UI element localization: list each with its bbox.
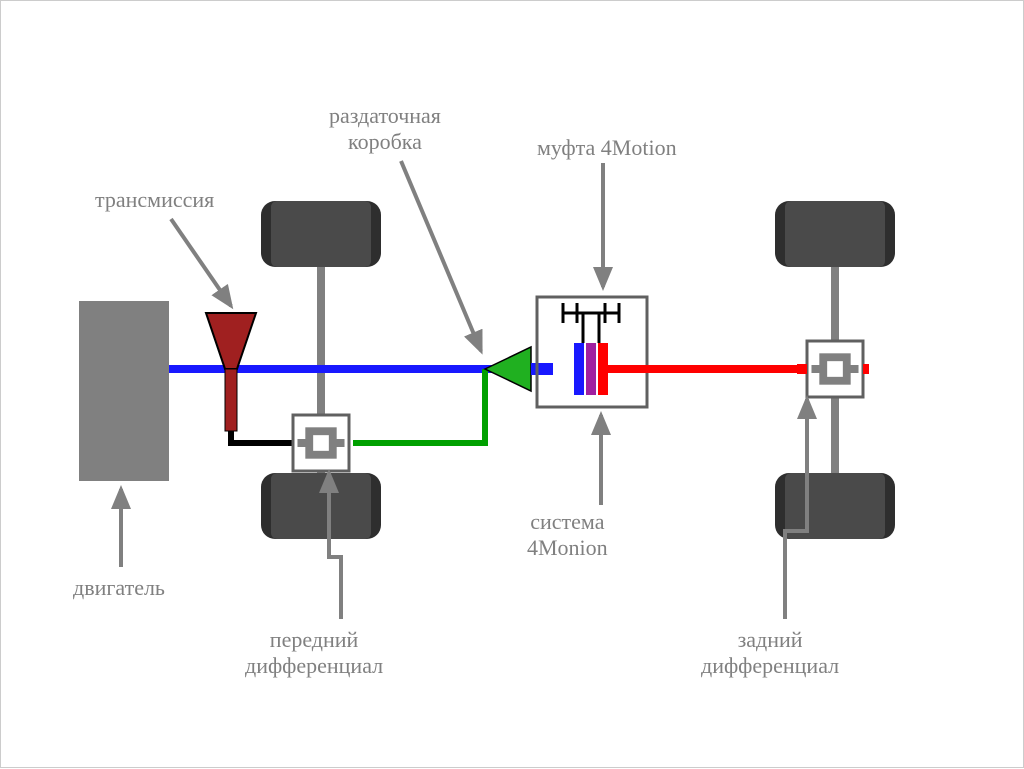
label-transmission: трансмиссия xyxy=(95,187,214,213)
label-system: система 4Monion xyxy=(527,509,608,562)
label-transfer-case: раздаточная коробка xyxy=(329,103,441,156)
label-engine: двигатель xyxy=(73,575,165,601)
drivetrain-diagram xyxy=(1,1,1024,769)
label-coupling: муфта 4Motion xyxy=(537,135,677,161)
arrow-transfer_case xyxy=(401,161,481,351)
label-front-diff: передний дифференциал xyxy=(245,627,383,680)
label-rear-diff: задний дифференциал xyxy=(701,627,839,680)
arrow-transmission xyxy=(171,219,231,306)
